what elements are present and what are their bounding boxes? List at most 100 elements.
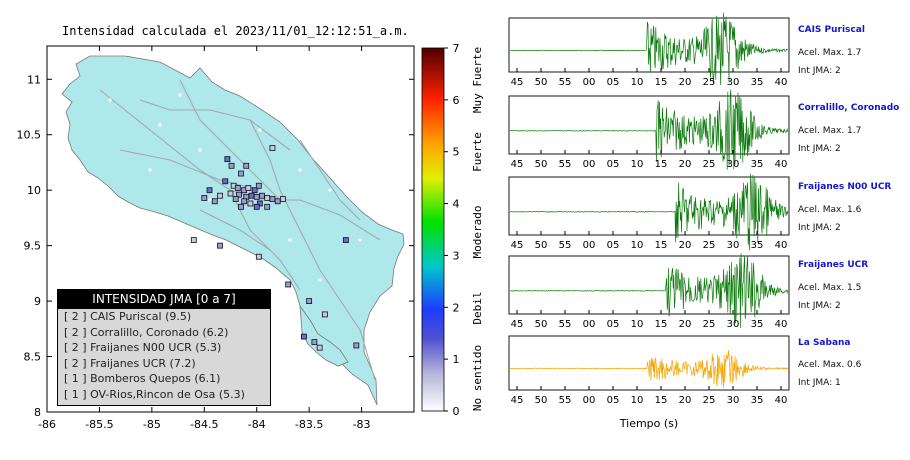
- waveform-x-tick-label: 45: [511, 395, 524, 406]
- waveform-x-tick-label: 15: [655, 319, 668, 330]
- station-marker: [224, 156, 231, 163]
- waveform-x-tick-label: 45: [511, 319, 524, 330]
- station-marker: [255, 253, 262, 260]
- waveform-x-tick-label: 05: [607, 159, 620, 170]
- colorbar-tick-label: 2: [453, 301, 460, 314]
- waveform-x-tick-label: 05: [607, 319, 620, 330]
- legend-row: [ 2 ] Fraijanes N00 UCR (5.3): [64, 341, 222, 354]
- legend-row: [ 2 ] Fraijanes UCR (7.2): [64, 356, 196, 370]
- legend-row: [ 2 ] Corralillo, Coronado (6.2): [64, 325, 229, 339]
- station-acel: Acel. Max. 1.7: [798, 48, 862, 58]
- map-y-tick-label: 9: [34, 295, 41, 308]
- station-acel: Acel. Max. 1.7: [798, 126, 862, 136]
- waveform-x-tick-label: 25: [703, 77, 716, 88]
- waveform-panels: 45 50 55 00 05 10 15 20 25 30 35 40 45 50 55 00 05 10 15 20…: [508, 12, 790, 430]
- waveform-x-tick-label: 20: [679, 240, 692, 251]
- map-y-tick-label: 11: [27, 73, 41, 86]
- waveform-x-tick-label: 35: [751, 319, 764, 330]
- waveform-x-tick-label: 05: [607, 77, 620, 88]
- waveform-x-tick-label: 00: [583, 159, 596, 170]
- waveform-x-tick-label: 20: [679, 77, 692, 88]
- colorbar-tick-label: 7: [453, 42, 460, 55]
- waveform-x-tick-label: 10: [631, 159, 644, 170]
- waveform-x-tick-label: 20: [679, 159, 692, 170]
- station-marker: [211, 198, 218, 205]
- map-x-tick-label: -83.5: [295, 418, 323, 431]
- map-y-tick-label: 8: [34, 406, 41, 419]
- colorbar-label-moderado: Moderado: [471, 206, 484, 259]
- waveform-panel: [508, 335, 790, 391]
- waveform-x-tick-label: 55: [559, 159, 572, 170]
- waveform-x-tick-label: 35: [751, 77, 764, 88]
- waveform-x-tick-label: 20: [679, 319, 692, 330]
- station-marker: [264, 203, 271, 210]
- waveform-x-tick-label: 05: [607, 240, 620, 251]
- waveform-x-tick-label: 15: [655, 77, 668, 88]
- waveform-x-tick-label: 35: [751, 240, 764, 251]
- waveform-x-tick-label: 10: [631, 319, 644, 330]
- waveform-x-tick-label: 30: [727, 240, 740, 251]
- station-marker: [269, 196, 276, 202]
- map-title: Intensidad calculada el 2023/11/01_12:12…: [62, 24, 409, 38]
- station-marker: [255, 182, 262, 189]
- waveform-x-tick-label: 45: [511, 240, 524, 251]
- station-marker: [353, 342, 360, 349]
- waveform-panel: [508, 176, 790, 236]
- colorbar-label-fuerte: Fuerte: [471, 132, 484, 172]
- map-y-tick-label: 9.5: [24, 240, 42, 253]
- station-marker: [217, 242, 223, 249]
- station-name: La Sabana: [798, 338, 851, 348]
- waveform-x-tick-label: 15: [655, 395, 668, 406]
- waveform-x-tick-label: 50: [535, 240, 548, 251]
- station-marker: [256, 200, 263, 207]
- colorbar-tick-label: 1: [453, 353, 460, 366]
- waveform-x-tick-label: 50: [535, 319, 548, 330]
- station-name: CAIS Puriscal: [798, 25, 865, 35]
- map-x-tick-label: -84: [248, 418, 266, 431]
- map-x-tick-label: -86: [38, 418, 56, 431]
- station-marker: [311, 339, 318, 346]
- waveform-x-tick-label: 40: [775, 240, 788, 251]
- colorbar-tick-label: 5: [453, 146, 460, 159]
- station-marker: [264, 195, 271, 201]
- waveform-x-tick-label: 45: [511, 77, 524, 88]
- station-marker: [269, 145, 276, 151]
- waveform-x-tick-label: 40: [775, 395, 788, 406]
- intensity-colorbar: 0 1 2 3 4 5 6 7 Muy Fuerte Fuerte Moderado Debi…: [421, 42, 484, 418]
- waveform-x-tick-label: 35: [751, 159, 764, 170]
- waveform-panel: [508, 255, 790, 315]
- waveform-x-tick-label: 00: [583, 319, 596, 330]
- station-name: Corralillo, Coronado: [798, 103, 900, 113]
- station-marker: [228, 162, 235, 169]
- station-marker: [253, 203, 260, 210]
- station-marker: [342, 237, 349, 243]
- waveform-x-tick-label: 45: [511, 159, 524, 170]
- legend-title: INTENSIDAD JMA [0 a 7]: [58, 290, 270, 309]
- station-name: Fraijanes N00 UCR: [798, 182, 892, 192]
- map-y-axis: 11 10.5 10 9.5 9 8.5 8: [17, 73, 414, 419]
- station-name: Fraijanes UCR: [798, 260, 869, 270]
- waveform-x-tick-label: 10: [631, 240, 644, 251]
- waveform-x-tick-label: 25: [703, 159, 716, 170]
- station-marker: [300, 333, 307, 340]
- station-int: Int JMA: 1: [798, 378, 841, 388]
- station-marker: [251, 187, 258, 194]
- station-marker: [280, 196, 286, 202]
- waveform-x-tick-label: 35: [751, 395, 764, 406]
- station-marker: [245, 185, 252, 191]
- station-marker: [238, 170, 244, 177]
- station-marker: [285, 281, 292, 288]
- waveform-trace: [509, 350, 789, 388]
- waveform-x-tick-label: 10: [631, 395, 644, 406]
- station-marker: [217, 192, 223, 199]
- waveform-x-tick-label: 00: [583, 240, 596, 251]
- station-marker: [206, 187, 213, 194]
- waveform-x-axis-label: Tiempo (s): [619, 417, 678, 430]
- station-marker: [241, 198, 248, 205]
- station-acel: Acel. Max. 1.6: [798, 205, 862, 215]
- legend-row: [ 1 ] OV-Rios,Rincon de Osa (5.3): [64, 387, 245, 401]
- intensity-legend: INTENSIDAD JMA [0 a 7] [ 2 ] CAIS Purisc…: [57, 289, 271, 406]
- station-int: Int JMA: 2: [798, 223, 841, 233]
- waveform-x-tick-label: 25: [703, 395, 716, 406]
- station-int: Int JMA: 2: [798, 301, 841, 311]
